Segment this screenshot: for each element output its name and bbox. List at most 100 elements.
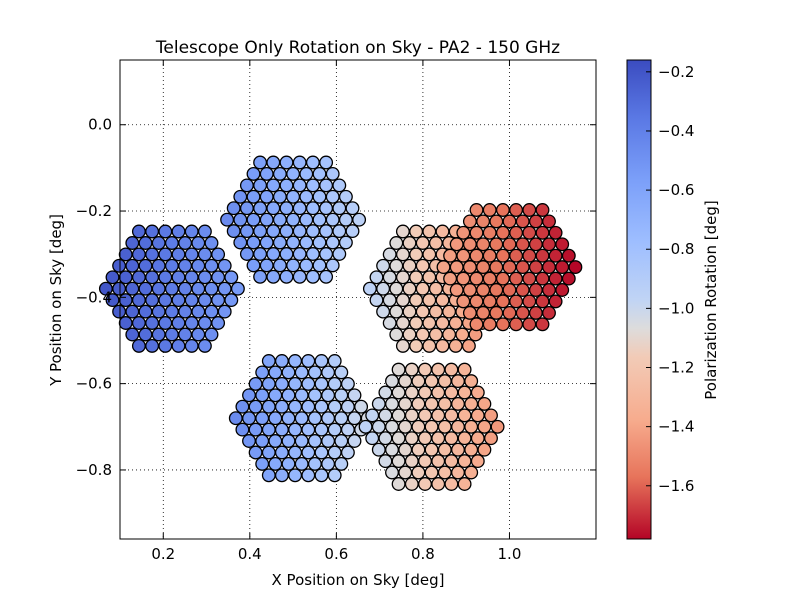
detector-point: [274, 422, 289, 437]
detector-point: [542, 214, 556, 229]
detector-point: [299, 235, 314, 250]
detector-point: [389, 258, 404, 273]
detector-point: [404, 362, 419, 377]
detector-point: [327, 468, 342, 483]
detector-point: [418, 431, 432, 446]
detector-point: [301, 376, 316, 391]
detector-point: [286, 258, 301, 273]
detector-point: [239, 224, 254, 239]
detector-point: [279, 247, 294, 261]
detector-point: [224, 293, 239, 308]
colorbar-tick-label: −0.8: [658, 240, 694, 258]
detector-point: [312, 212, 327, 227]
detector-point: [164, 236, 179, 250]
detector-point: [319, 201, 334, 216]
detector-point: [327, 354, 342, 368]
detector-point: [402, 327, 417, 342]
detector-point: [402, 304, 417, 319]
detector-point: [204, 327, 219, 342]
detector-point: [248, 376, 263, 391]
detector-point: [145, 270, 160, 285]
detector-point: [145, 224, 160, 239]
detector-point: [402, 281, 417, 296]
detector-point: [469, 317, 484, 332]
x-tick-label: 0.8: [411, 545, 435, 563]
detector-point: [286, 212, 301, 227]
detector-point: [409, 338, 424, 353]
detector-point: [431, 362, 446, 377]
detector-point: [437, 419, 452, 434]
detector-point: [391, 408, 406, 423]
detector-point: [125, 258, 140, 273]
detector-point: [515, 260, 530, 275]
detector-point: [274, 468, 289, 483]
detector-point: [248, 445, 263, 460]
detector-point: [411, 374, 426, 389]
x-tick-label: 1.0: [498, 545, 522, 563]
detector-point: [217, 258, 232, 273]
detector-point: [376, 304, 391, 319]
detector-point: [451, 419, 465, 434]
detector-point: [138, 304, 153, 319]
detector-point: [338, 235, 353, 250]
detector-point: [442, 304, 457, 319]
detector-point: [378, 431, 393, 446]
detector-point: [211, 270, 226, 285]
detector-point: [385, 442, 399, 457]
detector-point: [228, 411, 243, 426]
detector-point: [288, 354, 303, 368]
detector-point: [226, 224, 241, 239]
detector-point: [248, 422, 263, 437]
detector-point: [261, 354, 276, 368]
detector-point: [259, 258, 274, 273]
detector-point: [294, 434, 309, 448]
detector-point: [415, 236, 430, 250]
detector-point: [476, 237, 491, 252]
detector-point: [211, 293, 226, 308]
detector-point: [307, 456, 322, 471]
detector-point: [286, 166, 301, 181]
detector-point: [272, 166, 287, 181]
detector-point: [391, 385, 406, 400]
detector-point: [376, 258, 391, 273]
detector-point: [482, 248, 497, 263]
detector-point: [334, 456, 349, 471]
detector-point: [358, 419, 373, 434]
detector-point: [334, 411, 349, 426]
detector-point: [402, 258, 417, 273]
detector-point: [435, 224, 450, 239]
detector-point: [422, 247, 437, 262]
detector-point: [535, 248, 550, 263]
detector-point: [307, 388, 322, 403]
detector-point: [312, 166, 327, 181]
detector-point: [138, 236, 153, 250]
plot-frame: [119, 59, 597, 540]
detector-point: [261, 468, 276, 483]
detector-point: [131, 270, 146, 285]
detector-point: [398, 419, 413, 434]
detector-point: [301, 399, 316, 414]
detector-point: [325, 212, 340, 227]
detector-point: [484, 431, 498, 446]
detector-point: [352, 212, 367, 227]
detector-point: [294, 411, 309, 426]
detector-point: [409, 270, 424, 285]
detector-point: [319, 178, 334, 193]
detector-point: [398, 374, 413, 389]
detector-point: [272, 189, 287, 204]
detector-point: [292, 201, 307, 216]
detector-point: [476, 214, 491, 229]
detector-point: [255, 365, 270, 380]
detector-point: [327, 376, 342, 391]
detector-point: [428, 304, 443, 319]
detector-point: [431, 385, 446, 400]
detector-point: [319, 224, 334, 239]
chart-title: Telescope Only Rotation on Sky - PA2 - 1…: [155, 38, 560, 58]
detector-point: [239, 201, 254, 216]
detector-point: [259, 166, 274, 181]
detector-point: [489, 283, 504, 297]
detector-point: [307, 434, 322, 448]
detector-point: [548, 294, 563, 309]
detector-point: [395, 316, 410, 330]
detector-point: [171, 224, 186, 239]
